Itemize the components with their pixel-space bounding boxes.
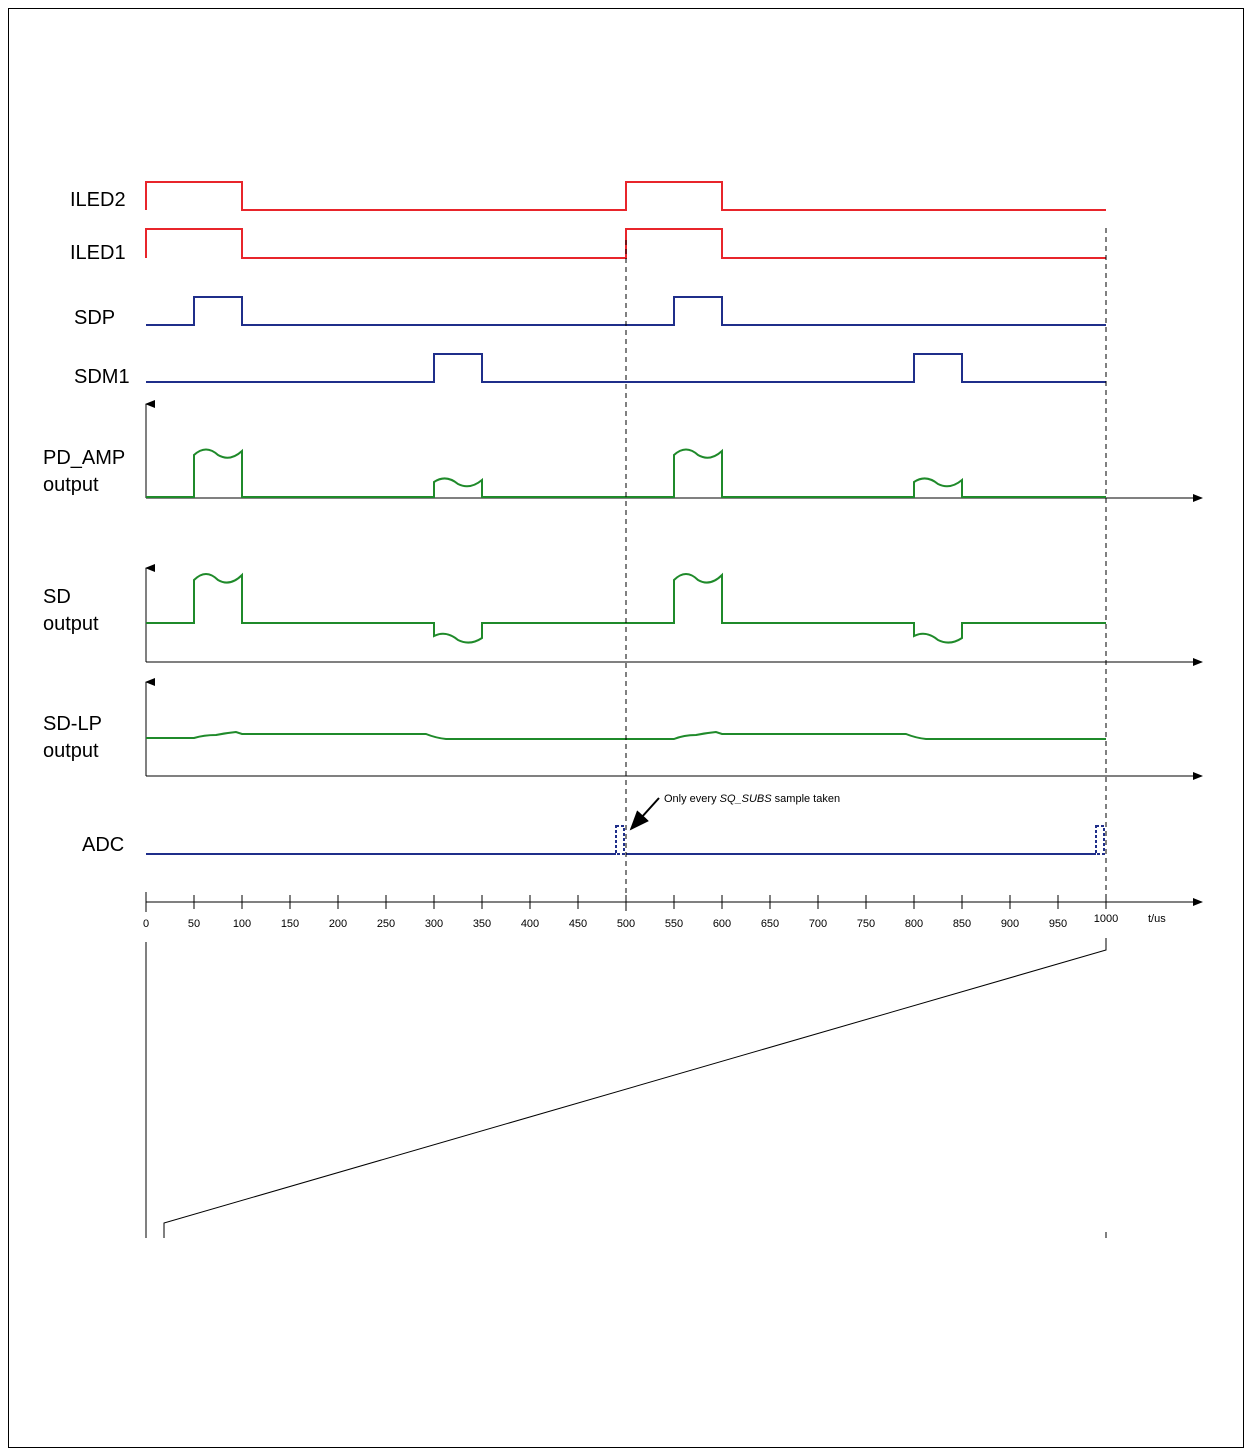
adc-sample-marker-500 bbox=[615, 825, 625, 855]
time-tick-label: 1000 bbox=[1094, 913, 1118, 925]
sdm1-waveform bbox=[146, 353, 1106, 383]
pd-amp-waveform bbox=[146, 448, 1106, 498]
sd-lp-sublabel: output bbox=[43, 740, 99, 762]
time-tick-label: 0 bbox=[143, 918, 149, 930]
time-tick-label: 450 bbox=[569, 918, 587, 930]
annotation-text: Only every SQ_SUBS sample taken bbox=[664, 793, 840, 805]
time-tick-label: 500 bbox=[617, 918, 635, 930]
sdp-label: SDP bbox=[74, 307, 115, 329]
time-tick-label: 750 bbox=[857, 918, 875, 930]
time-tick-label: 550 bbox=[665, 918, 683, 930]
time-tick-label: 700 bbox=[809, 918, 827, 930]
time-tick-label: 400 bbox=[521, 918, 539, 930]
adc-sample-marker-1000 bbox=[1095, 825, 1105, 855]
annotation-arrow bbox=[629, 797, 660, 831]
sd-lp-waveform bbox=[146, 730, 1106, 740]
time-tick-label: 250 bbox=[377, 918, 395, 930]
time-axis-ticks: 0 50 100 150 200 250 300 350 400 450 500 550 600 650 7… bbox=[143, 895, 1118, 930]
sdm1-label: SDM1 bbox=[74, 366, 130, 388]
annotation-italic: SQ_SUBS bbox=[720, 793, 773, 805]
pd-amp-sublabel: output bbox=[43, 474, 99, 496]
annotation-prefix: Only every bbox=[664, 793, 720, 805]
time-tick-label: 200 bbox=[329, 918, 347, 930]
sd-waveform bbox=[146, 572, 1106, 644]
time-tick-label: 350 bbox=[473, 918, 491, 930]
time-tick-label: 50 bbox=[188, 918, 200, 930]
sd-sublabel: output bbox=[43, 613, 99, 635]
time-tick-label: 650 bbox=[761, 918, 779, 930]
time-tick-label: 600 bbox=[713, 918, 731, 930]
time-tick-label: 900 bbox=[1001, 918, 1019, 930]
iled1-label: ILED1 bbox=[70, 242, 126, 264]
time-axis-unit: t/us bbox=[1148, 913, 1166, 925]
time-tick-label: 950 bbox=[1049, 918, 1067, 930]
pd-amp-label: PD_AMP bbox=[43, 447, 125, 469]
iled2-waveform bbox=[145, 181, 1106, 211]
time-tick-label: 150 bbox=[281, 918, 299, 930]
sdp-waveform bbox=[146, 296, 1106, 326]
time-tick-label: 100 bbox=[233, 918, 251, 930]
annotation-suffix: sample taken bbox=[772, 793, 840, 805]
time-tick-label: 300 bbox=[425, 918, 443, 930]
zoom-ramp-line bbox=[163, 938, 1107, 1238]
adc-label: ADC bbox=[82, 834, 124, 856]
time-tick-label: 800 bbox=[905, 918, 923, 930]
iled2-label: ILED2 bbox=[70, 189, 126, 211]
sd-lp-label: SD-LP bbox=[43, 713, 102, 735]
time-tick-label: 850 bbox=[953, 918, 971, 930]
sd-label: SD bbox=[43, 586, 71, 608]
